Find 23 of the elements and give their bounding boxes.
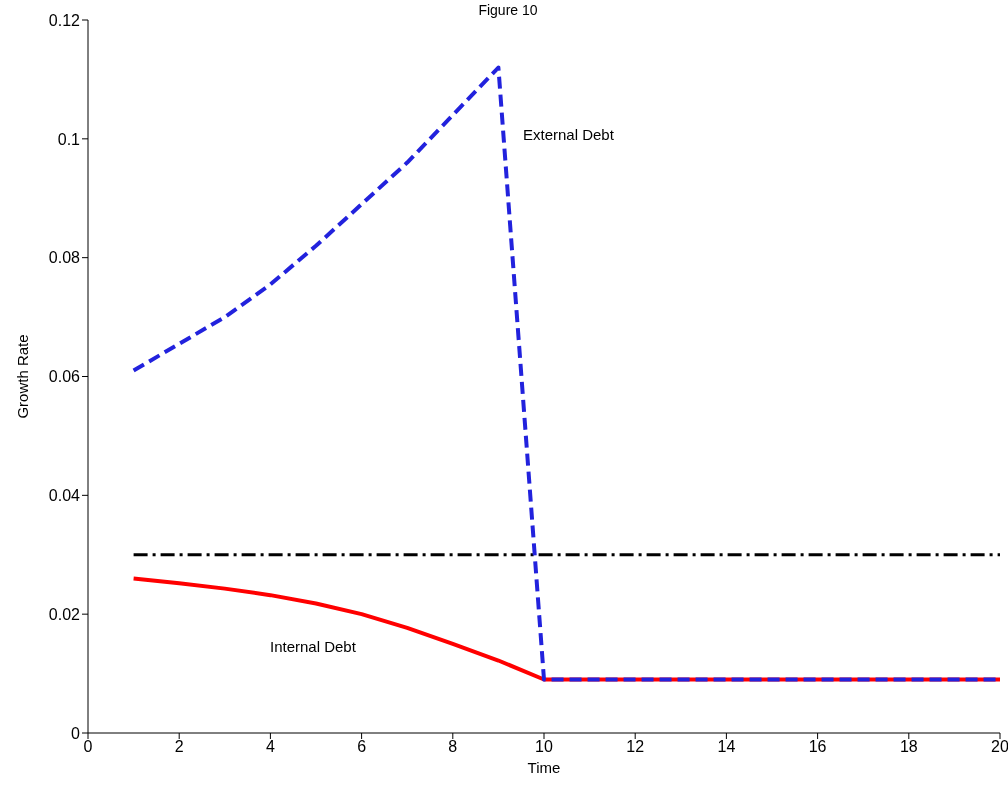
y-axis-title: Growth Rate [14,334,32,419]
x-tick-label: 16 [808,738,827,756]
x-tick-label: 12 [626,738,645,756]
x-tick-label: 2 [174,738,184,756]
y-tick-label: 0 [71,724,81,742]
y-tick-label: 0.1 [57,130,81,148]
y-tick-label: 0.04 [48,487,81,505]
y-tick-label: 0.06 [48,368,81,386]
x-tick-label: 20 [991,738,1008,756]
x-tick-label: 8 [448,738,458,756]
y-tick-label: 0.12 [48,11,81,29]
annotation: External Debt [523,126,614,143]
y-tick-label: 0.08 [48,249,81,267]
x-tick-label: 10 [535,738,553,756]
x-tick-label: 0 [83,738,93,756]
x-tick-label: 18 [899,738,918,756]
x-tick-label: 4 [265,738,275,756]
x-tick-label: 14 [717,738,736,756]
x-tick-label: 6 [357,738,367,756]
x-axis-title: Time [527,759,561,776]
chart-title: Figure 10 [478,2,538,18]
annotation: Internal Debt [270,638,356,655]
y-tick-label: 0.02 [48,605,81,623]
